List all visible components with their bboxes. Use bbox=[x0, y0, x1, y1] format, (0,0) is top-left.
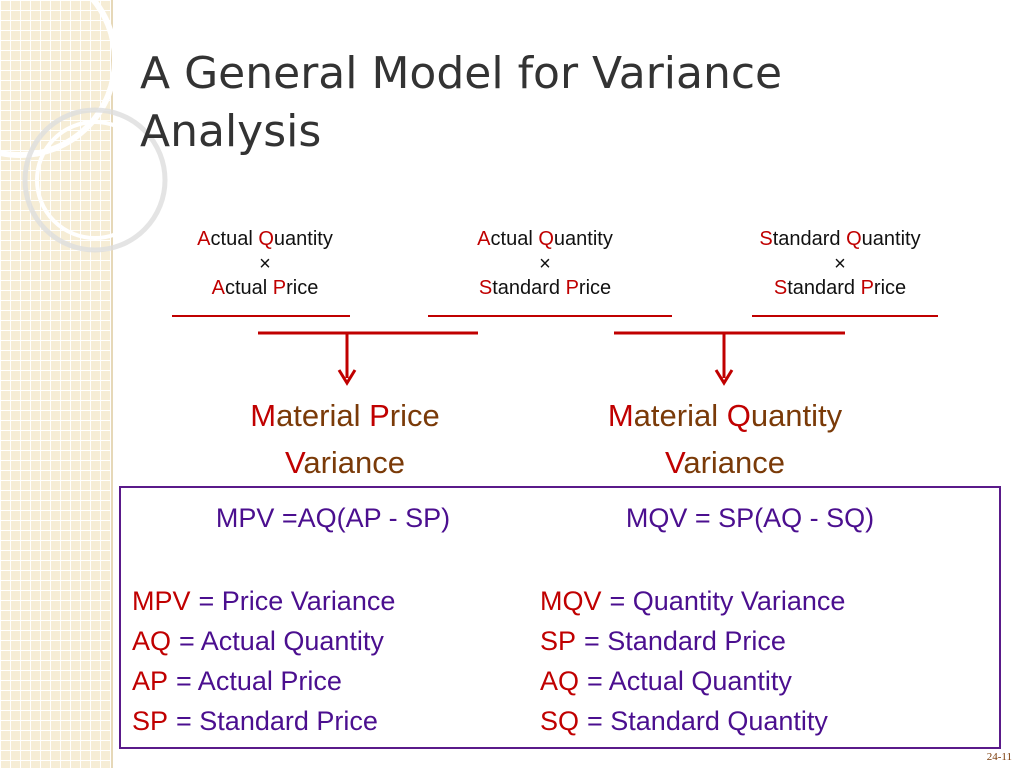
title-line: Analysis bbox=[140, 106, 321, 157]
column-top: Actual Quantity bbox=[197, 228, 333, 250]
variance-name: Material Price bbox=[250, 398, 440, 433]
definition: = Price Variance bbox=[199, 586, 396, 616]
term: MPV bbox=[132, 586, 191, 616]
definition: = Standard Price bbox=[584, 626, 786, 656]
definition: = Actual Quantity bbox=[587, 666, 792, 696]
legend-row: SP = Standard Price bbox=[540, 626, 786, 656]
term: AP bbox=[132, 666, 168, 696]
formula-box bbox=[119, 486, 1001, 749]
legend-row: SP = Standard Price bbox=[132, 706, 378, 736]
formula: MPV =AQ(AP - SP) bbox=[216, 503, 450, 533]
legend-row: AP = Actual Price bbox=[132, 666, 342, 696]
variance-name: Variance bbox=[665, 445, 785, 480]
column-bottom: Standard Price bbox=[479, 277, 611, 299]
definition: = Standard Price bbox=[176, 706, 378, 736]
connectors bbox=[172, 315, 938, 386]
term: SP bbox=[540, 626, 576, 656]
definition: = Standard Quantity bbox=[587, 706, 828, 736]
column-top: Standard Quantity bbox=[759, 228, 920, 250]
legend-row: AQ = Actual Quantity bbox=[540, 666, 792, 696]
times: × bbox=[539, 253, 551, 275]
legend-row: MPV = Price Variance bbox=[132, 586, 395, 616]
decoration bbox=[0, 0, 168, 768]
times: × bbox=[834, 253, 846, 275]
legend: MPV = Price Variance AQ = Actual Quantity AP… bbox=[132, 586, 845, 736]
column-bottom: Standard Price bbox=[774, 277, 906, 299]
variance-name: Variance bbox=[285, 445, 405, 480]
definition: = Actual Quantity bbox=[179, 626, 384, 656]
column-top: Actual Quantity bbox=[477, 228, 613, 250]
legend-row: MQV = Quantity Variance bbox=[540, 586, 845, 616]
title-line: A General Model for Variance bbox=[140, 48, 782, 99]
term: MQV bbox=[540, 586, 602, 616]
legend-row: SQ = Standard Quantity bbox=[540, 706, 828, 736]
variances: Material Price Variance MPV =AQ(AP - SP) Ma… bbox=[216, 398, 874, 533]
definition: = Actual Price bbox=[176, 666, 342, 696]
definition: = Quantity Variance bbox=[610, 586, 846, 616]
variance-name: Material Quantity bbox=[608, 398, 843, 433]
legend-row: AQ = Actual Quantity bbox=[132, 626, 384, 656]
term: SQ bbox=[540, 706, 579, 736]
formula: MQV = SP(AQ - SQ) bbox=[626, 503, 874, 533]
column-bottom: Actual Price bbox=[212, 277, 319, 299]
term: SP bbox=[132, 706, 168, 736]
term: AQ bbox=[540, 666, 579, 696]
page-number: 24-11 bbox=[987, 751, 1012, 763]
term: AQ bbox=[132, 626, 171, 656]
times: × bbox=[259, 253, 271, 275]
